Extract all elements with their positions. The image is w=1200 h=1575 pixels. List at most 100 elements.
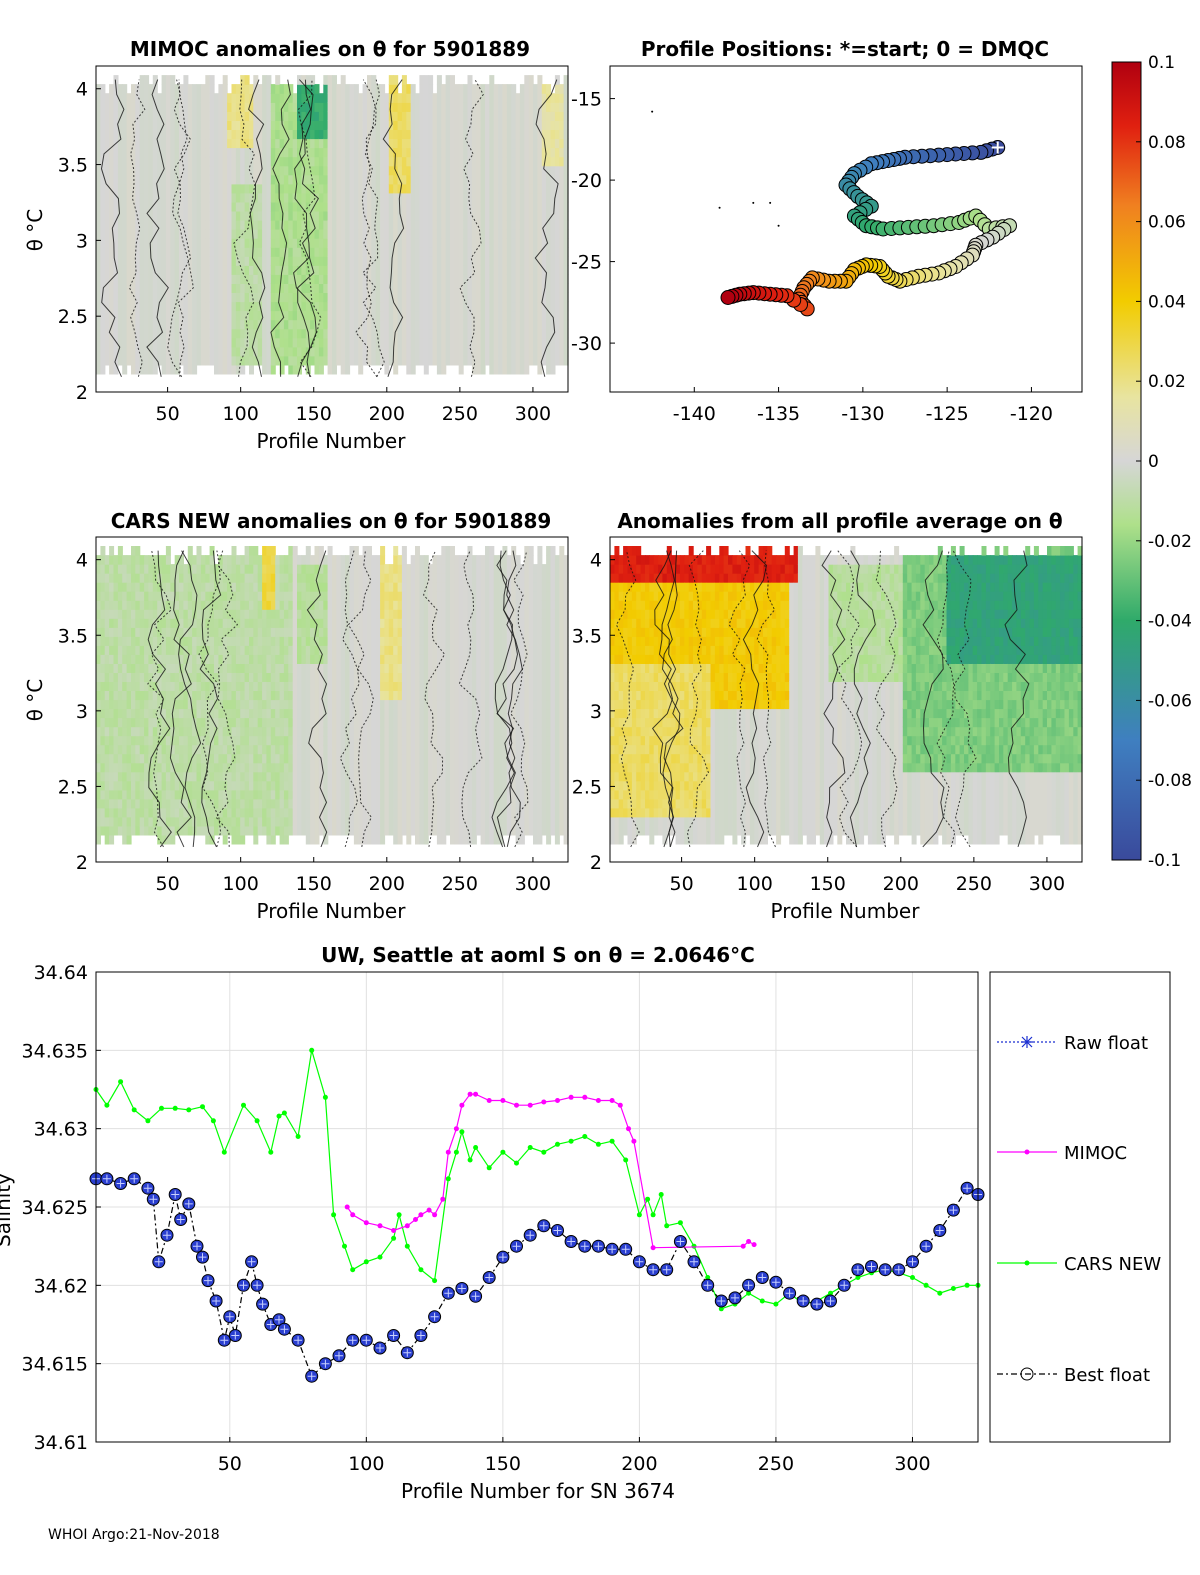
mimoc-cell (113, 355, 119, 366)
mimoc-cell (323, 174, 329, 185)
mimoc-cell (139, 247, 145, 257)
cars-cell (279, 780, 285, 791)
mimoc-cell (375, 346, 381, 357)
mimoc-cell (502, 210, 508, 221)
mimoc-cell (471, 210, 477, 221)
mimoc-cell (249, 201, 254, 212)
mimoc-cell (244, 120, 250, 130)
mimoc-cell (393, 229, 399, 239)
mimoc-cell (415, 355, 420, 366)
cars-cell (126, 789, 132, 800)
mimoc-cell (227, 201, 233, 212)
mimoc-cell (109, 256, 115, 266)
mimoc-cell (314, 84, 320, 94)
cars-cell (122, 663, 128, 673)
cars-cell (144, 726, 150, 737)
mimoc-cell (266, 174, 272, 185)
cars-cell (196, 753, 202, 764)
cars-cell (279, 771, 285, 782)
mimoc-cell (554, 328, 560, 339)
mimoc-cell (196, 210, 202, 221)
mimoc-cell (458, 364, 464, 375)
mimoc-cell (528, 265, 534, 275)
mimoc-cell (375, 183, 381, 194)
mimoc-cell (122, 256, 128, 266)
mimoc-cell (214, 138, 219, 149)
mimoc-cell (122, 247, 128, 257)
mimoc-cell (113, 247, 119, 257)
mimoc-cell (450, 75, 455, 85)
mimoc-cell (249, 102, 254, 112)
mimoc-cell (458, 229, 464, 239)
mimoc-cell (170, 147, 176, 158)
mimoc-cell (266, 310, 272, 321)
mimoc-cell (384, 129, 390, 140)
cars-cell (249, 717, 254, 728)
mimoc-cell (157, 292, 163, 303)
mimoc-cell (161, 256, 167, 266)
mimoc-cell (493, 337, 499, 348)
mimoc-cell (161, 129, 167, 140)
mimoc-cell (179, 102, 184, 112)
mimoc-cell (301, 328, 307, 339)
mimoc-cell (310, 192, 316, 203)
mimoc-cell (515, 183, 521, 194)
mimoc-cell (397, 319, 403, 330)
mimoc-cell (528, 328, 534, 339)
mimoc-cell (458, 310, 464, 321)
cars-cell (96, 591, 101, 601)
mimoc-cell (240, 364, 246, 375)
mimoc-cell (554, 337, 560, 348)
cars-cell (266, 735, 272, 746)
mimoc-cell (441, 183, 447, 194)
mimoc-cell (205, 174, 211, 185)
mimoc-cell (301, 210, 307, 221)
cars-cell (135, 627, 141, 637)
mimoc-cell (144, 337, 150, 348)
mimoc-cell (428, 147, 434, 158)
mimoc-cell (397, 310, 403, 321)
cars-cell (117, 573, 123, 583)
mimoc-cell (524, 319, 530, 330)
mimoc-cell (533, 319, 538, 330)
mimoc-cell (318, 256, 324, 266)
cars-cell (196, 708, 202, 719)
mimoc-cell (279, 328, 285, 339)
cars-cell (109, 627, 115, 637)
cars-cell (96, 789, 101, 800)
mimoc-cell (200, 301, 206, 312)
mimoc-cell (515, 247, 521, 257)
mimoc-cell (305, 301, 311, 312)
cars-cell (152, 663, 158, 673)
mimoc-cell (349, 247, 355, 257)
mimoc-cell (100, 192, 106, 203)
mimoc-cell (515, 219, 521, 230)
mimoc-cell (144, 283, 150, 293)
mimoc-cell (161, 283, 167, 293)
mimoc-cell (406, 229, 412, 239)
mimoc-cell (332, 301, 337, 312)
mimoc-cell (297, 256, 302, 266)
mimoc-cell (533, 93, 538, 103)
mimoc-cell (183, 337, 189, 348)
mimoc-cell (502, 328, 508, 339)
mimoc-cell (209, 301, 215, 312)
mimoc-cell (318, 102, 324, 112)
mimoc-cell (489, 292, 495, 303)
mimoc-cell (253, 156, 259, 167)
mimoc-cell (502, 93, 508, 103)
mimoc-cell (126, 165, 132, 176)
mimoc-cell (196, 165, 202, 176)
mimoc-cell (498, 111, 504, 121)
mimoc-cell (135, 256, 141, 266)
cars-cell (275, 600, 281, 610)
mimoc-cell (187, 355, 193, 366)
mimoc-cell (463, 229, 469, 239)
mimoc-cell (279, 156, 285, 167)
mimoc-cell (139, 219, 145, 230)
cars-cell (253, 618, 259, 628)
mimoc-cell (410, 364, 416, 375)
mimoc-cell (476, 192, 482, 203)
mimoc-cell (144, 120, 150, 130)
mimoc-cell (445, 265, 451, 275)
